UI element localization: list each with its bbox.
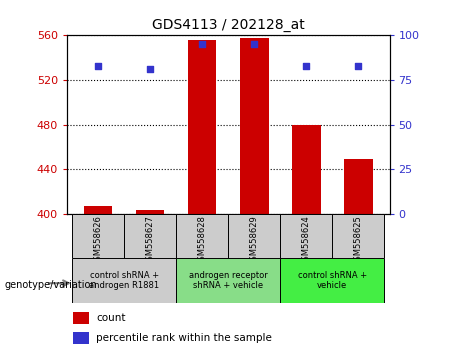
Text: GSM558629: GSM558629 (250, 216, 259, 266)
Text: genotype/variation: genotype/variation (5, 280, 97, 290)
Bar (344, 159, 372, 214)
FancyBboxPatch shape (72, 258, 176, 303)
Bar (73, 332, 89, 344)
Text: count: count (96, 313, 125, 323)
Bar (240, 38, 268, 214)
Point (250, 41, 258, 47)
Text: GSM558628: GSM558628 (198, 216, 207, 266)
Bar (84, 206, 112, 214)
Point (147, 67, 154, 72)
Text: GSM558624: GSM558624 (302, 216, 311, 266)
Point (302, 63, 310, 69)
Bar (73, 312, 89, 324)
Bar (136, 210, 165, 214)
Title: GDS4113 / 202128_at: GDS4113 / 202128_at (152, 18, 305, 32)
FancyBboxPatch shape (228, 214, 280, 258)
FancyBboxPatch shape (72, 214, 124, 258)
Point (199, 41, 206, 47)
Bar (292, 125, 320, 214)
Text: GSM558625: GSM558625 (354, 216, 363, 266)
Text: androgen receptor
shRNA + vehicle: androgen receptor shRNA + vehicle (189, 271, 267, 290)
Text: control shRNA +
vehicle: control shRNA + vehicle (298, 271, 367, 290)
Text: GSM558627: GSM558627 (146, 216, 154, 266)
Point (355, 63, 362, 69)
Text: control shRNA +
androgen R1881: control shRNA + androgen R1881 (89, 271, 159, 290)
Point (95, 63, 102, 69)
FancyBboxPatch shape (176, 258, 280, 303)
Bar (188, 40, 217, 214)
FancyBboxPatch shape (280, 214, 332, 258)
Text: percentile rank within the sample: percentile rank within the sample (96, 333, 272, 343)
FancyBboxPatch shape (332, 214, 384, 258)
Text: GSM558626: GSM558626 (94, 216, 103, 266)
FancyBboxPatch shape (280, 258, 384, 303)
FancyBboxPatch shape (176, 214, 228, 258)
FancyBboxPatch shape (124, 214, 176, 258)
